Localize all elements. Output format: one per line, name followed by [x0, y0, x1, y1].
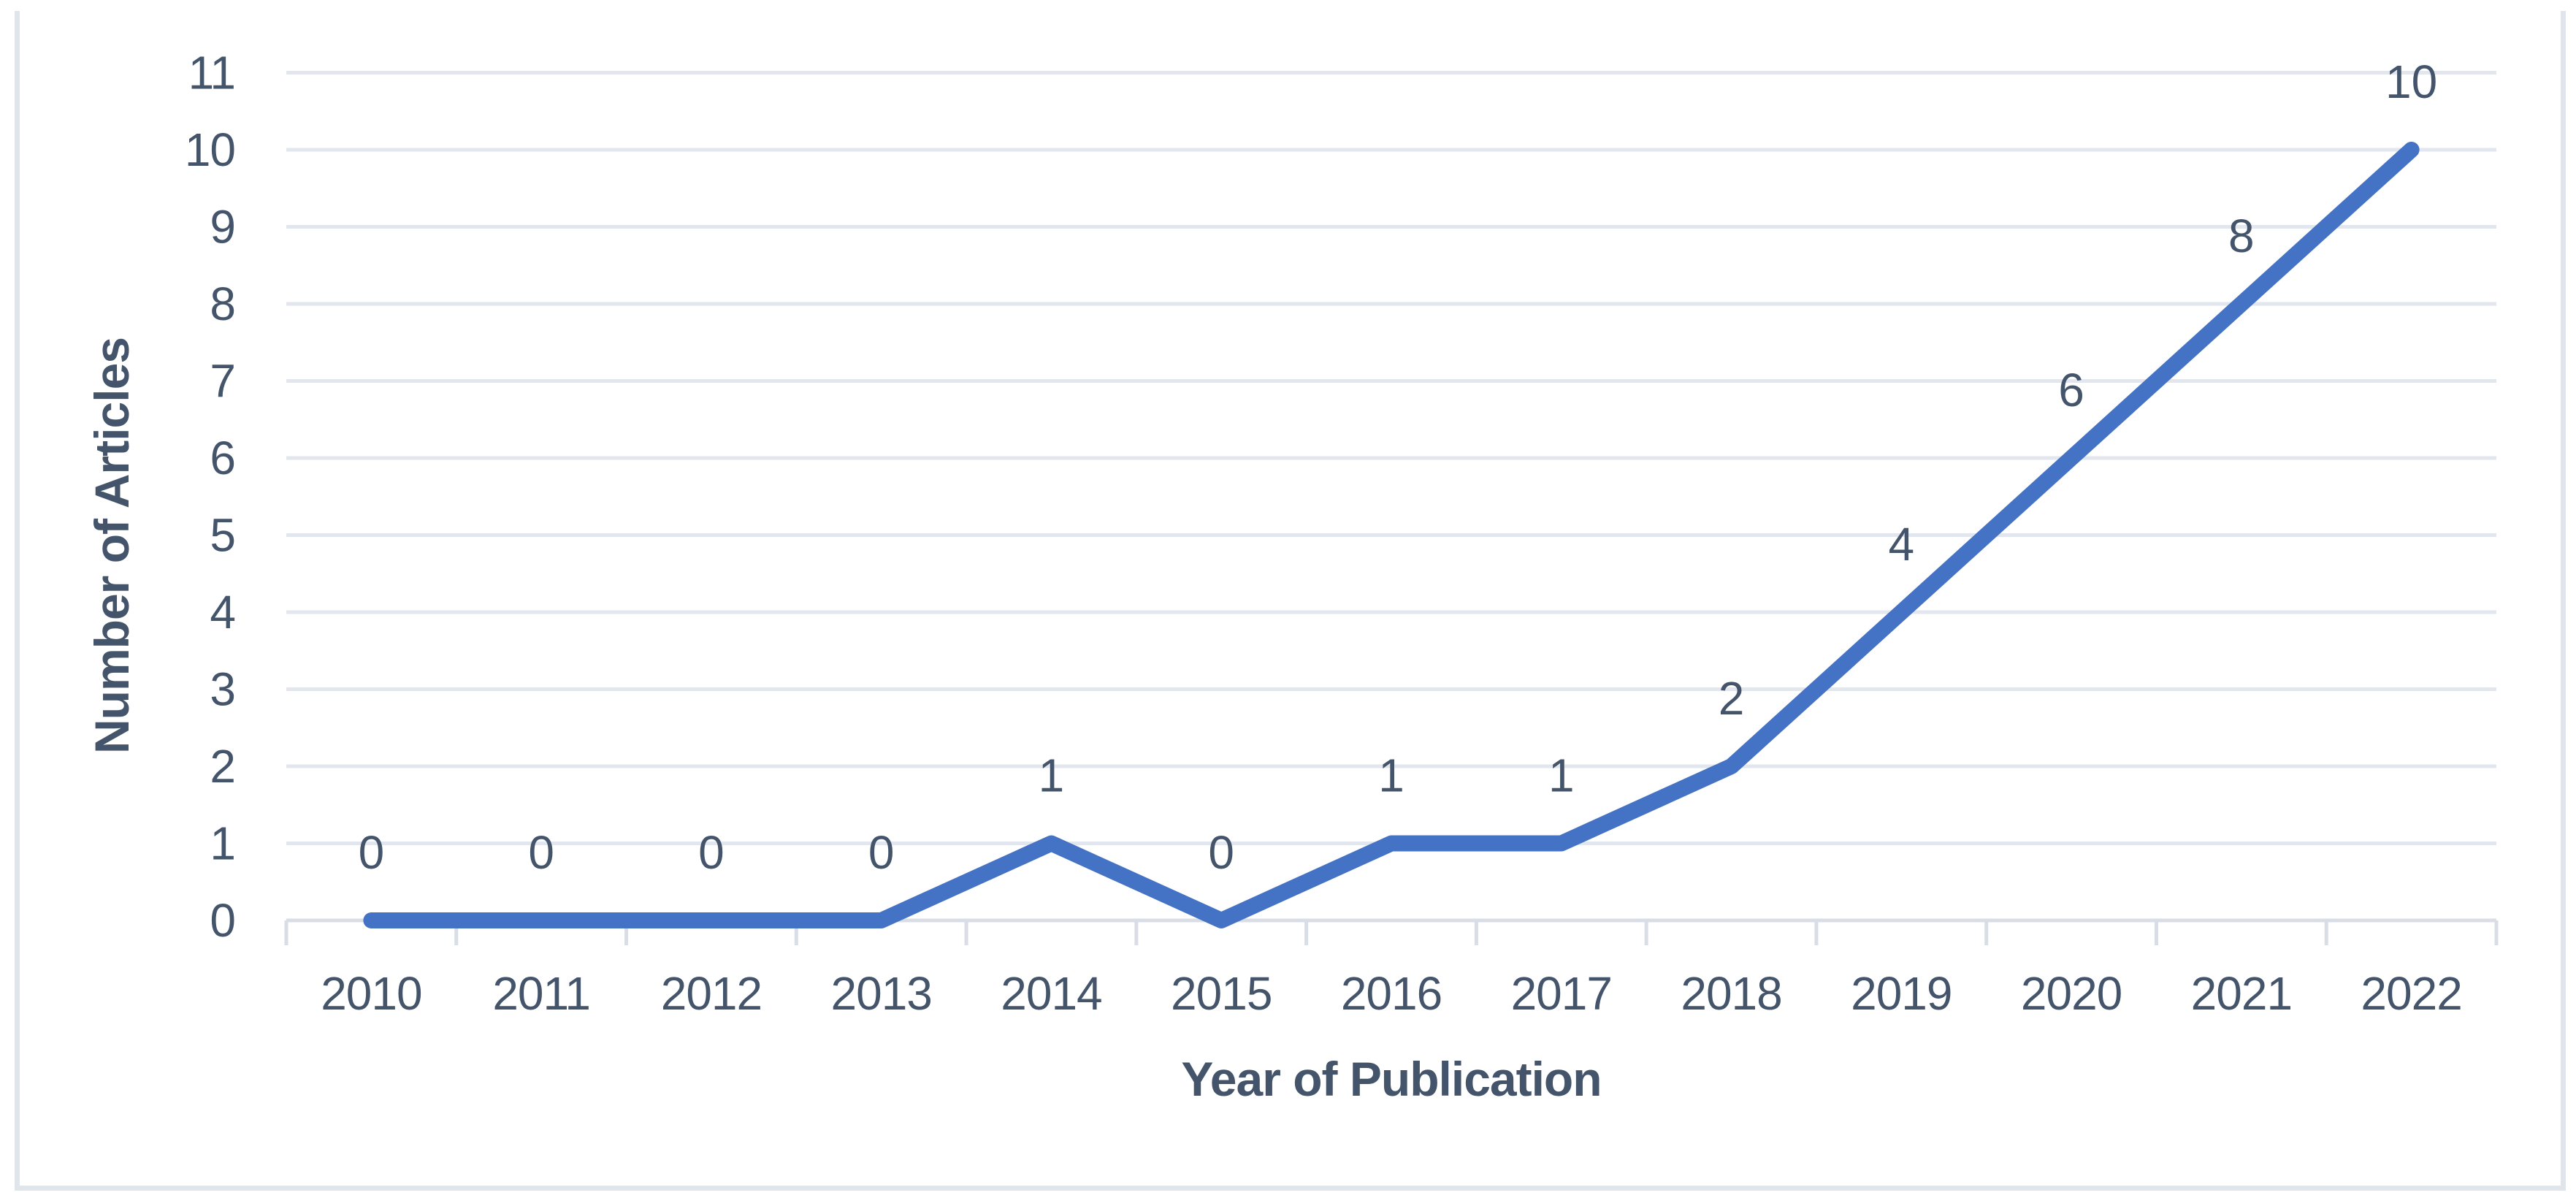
x-tick-label: 2019: [1851, 967, 1952, 1020]
figure-frame: [15, 11, 2566, 1191]
x-tick-label: 2021: [2191, 967, 2292, 1020]
x-tick-label: 2016: [1341, 967, 1442, 1020]
x-tick-label: 2022: [2361, 967, 2461, 1020]
x-tick-label: 2020: [2021, 967, 2122, 1020]
data-label: 1: [1039, 749, 1065, 802]
x-tick-label: 2010: [321, 967, 421, 1020]
data-label: 2: [1719, 672, 1745, 725]
series-line-layer: [363, 142, 2420, 928]
y-tick-label: 7: [210, 355, 235, 408]
data-label: 0: [528, 826, 554, 879]
x-tick-label: 2011: [492, 967, 590, 1020]
data-label: 10: [2385, 56, 2437, 108]
x-tick-label: 2013: [831, 967, 932, 1020]
data-label: 1: [1548, 749, 1575, 802]
x-tick-label: 2017: [1511, 967, 1612, 1020]
y-tick-label: 4: [210, 586, 235, 638]
data-label: 4: [1889, 518, 1915, 571]
y-axis-title: Number of Articles: [85, 337, 139, 754]
data-label: 8: [2228, 210, 2255, 262]
data-label: 0: [698, 826, 725, 879]
x-tick-label: 2014: [1001, 967, 1101, 1020]
y-tick-label: 9: [210, 201, 235, 253]
series-line: [363, 142, 2420, 928]
y-tick-label: 8: [210, 278, 235, 330]
data-label: 0: [1208, 826, 1234, 879]
y-tick-label: 6: [210, 432, 235, 484]
data-label: 0: [868, 826, 895, 879]
y-tick-label: 10: [185, 123, 235, 176]
y-tick-label: 1: [210, 817, 235, 870]
y-tick-label: 11: [188, 47, 235, 99]
y-tick-label: 0: [210, 894, 235, 947]
x-tick-label: 2018: [1681, 967, 1781, 1020]
x-tick-label: 2015: [1171, 967, 1272, 1020]
y-tick-label: 5: [210, 509, 235, 562]
data-label: 1: [1378, 749, 1404, 802]
x-axis-title: Year of Publication: [1181, 1052, 1601, 1106]
data-label: 6: [2058, 364, 2084, 416]
y-tick-label: 2: [210, 740, 235, 793]
x-tick-label: 2012: [661, 967, 762, 1020]
y-tick-label: 3: [210, 663, 235, 716]
gridlines: [286, 71, 2496, 845]
data-label: 0: [359, 826, 385, 879]
